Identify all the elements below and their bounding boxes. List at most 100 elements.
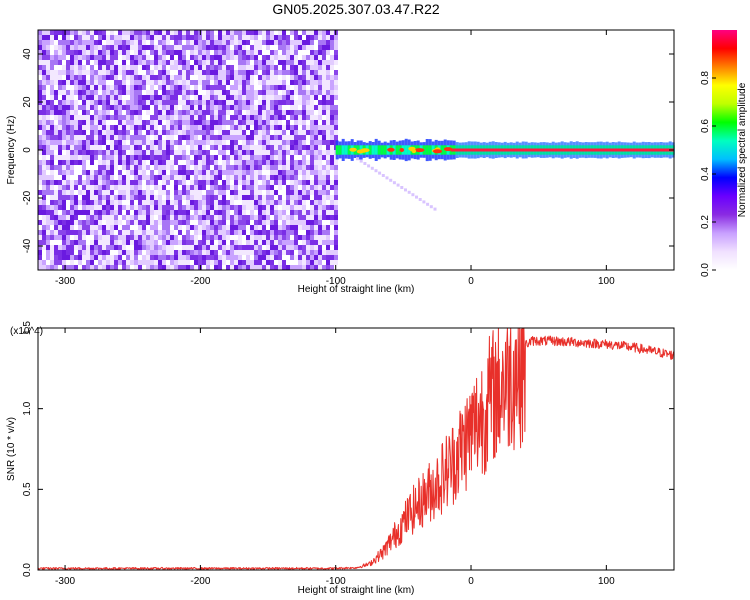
spectrogram-noise-cell <box>130 100 134 105</box>
spectrogram-noise-cell <box>226 235 230 240</box>
snr-x-tick-label: -100 <box>326 576 346 587</box>
spectrogram-noise-cell <box>202 125 206 130</box>
spectrogram-noise-cell <box>186 40 190 45</box>
spectrogram-noise-cell <box>258 195 262 200</box>
spectrogram-noise-cell <box>46 165 50 170</box>
spectrogram-noise-cell <box>278 120 282 125</box>
spectrogram-noise-cell <box>174 95 178 100</box>
spectrogram-noise-cell <box>38 30 42 35</box>
spectrogram-noise-cell <box>154 145 158 150</box>
spectrogram-noise-cell <box>74 215 78 220</box>
spectrogram-noise-cell <box>290 135 294 140</box>
spectrogram-noise-cell <box>66 240 70 245</box>
spectrogram-noise-cell <box>54 45 58 50</box>
spectrogram-noise-cell <box>306 30 310 35</box>
spectrogram-noise-cell <box>294 115 298 120</box>
spectrogram-noise-cell <box>306 105 310 110</box>
spectrogram-noise-cell <box>182 100 186 105</box>
spectrogram-noise-cell <box>302 155 306 160</box>
spectrogram-noise-cell <box>234 110 238 115</box>
spectrogram-noise-cell <box>170 50 174 55</box>
spectrogram-noise-cell <box>118 135 122 140</box>
spectrogram-noise-cell <box>150 230 154 235</box>
spectrogram-noise-cell <box>82 45 86 50</box>
spectrogram-noise-cell <box>110 165 114 170</box>
spectrogram-noise-cell <box>130 55 134 60</box>
spectrogram-noise-cell <box>334 70 338 75</box>
spectrogram-noise-cell <box>134 140 138 145</box>
spectrogram-noise-cell <box>246 155 250 160</box>
spectrogram-noise-cell <box>130 40 134 45</box>
spectrogram-noise-cell <box>154 105 158 110</box>
spectrogram-noise-cell <box>154 250 158 255</box>
spectrogram-noise-cell <box>98 60 102 65</box>
spectrogram-noise-cell <box>310 125 314 130</box>
spectrogram-noise-cell <box>302 105 306 110</box>
spectrogram-noise-cell <box>222 105 226 110</box>
spectrogram-noise-cell <box>334 125 338 130</box>
spectrogram-noise-cell <box>314 165 318 170</box>
spectrogram-noise-cell <box>94 250 98 255</box>
spectrogram-noise-cell <box>94 40 98 45</box>
spectrogram-noise-cell <box>294 140 298 145</box>
spectrogram-noise-cell <box>102 115 106 120</box>
spectrogram-noise-cell <box>314 135 318 140</box>
spectrogram-noise-cell <box>130 105 134 110</box>
spectrogram-x-tick-label: -200 <box>190 276 210 287</box>
spectrogram-noise-cell <box>230 195 234 200</box>
spectrogram-noise-cell <box>174 205 178 210</box>
spectrogram-noise-cell <box>238 130 242 135</box>
spectrogram-noise-cell <box>166 245 170 250</box>
spectrogram-tail-cell <box>370 166 374 170</box>
spectrogram-noise-cell <box>114 200 118 205</box>
spectrogram-noise-cell <box>38 190 42 195</box>
spectrogram-noise-cell <box>54 30 58 35</box>
spectrogram-noise-cell <box>42 50 46 55</box>
spectrogram-noise-cell <box>158 185 162 190</box>
spectrogram-noise-cell <box>78 260 82 265</box>
spectrogram-noise-cell <box>158 260 162 265</box>
spectrogram-noise-cell <box>66 140 70 145</box>
spectrogram-noise-cell <box>178 110 182 115</box>
spectrogram-noise-cell <box>306 90 310 95</box>
spectrogram-noise-cell <box>194 265 198 270</box>
spectrogram-noise-cell <box>202 80 206 85</box>
spectrogram-noise-cell <box>66 175 70 180</box>
spectrogram-noise-cell <box>290 220 294 225</box>
spectrogram-noise-cell <box>50 140 54 145</box>
spectrogram-noise-cell <box>158 95 162 100</box>
spectrogram-noise-cell <box>94 30 98 35</box>
spectrogram-noise-cell <box>154 220 158 225</box>
spectrogram-noise-cell <box>202 155 206 160</box>
spectrogram-noise-cell <box>210 205 214 210</box>
spectrogram-noise-cell <box>270 260 274 265</box>
spectrogram-noise-cell <box>62 165 66 170</box>
spectrogram-noise-cell <box>90 170 94 175</box>
spectrogram-noise-cell <box>162 250 166 255</box>
spectrogram-noise-cell <box>70 200 74 205</box>
spectrogram-noise-cell <box>246 240 250 245</box>
spectrogram-noise-cell <box>146 125 150 130</box>
spectrogram-noise-cell <box>178 55 182 60</box>
spectrogram-noise-cell <box>294 170 298 175</box>
spectrogram-noise-cell <box>122 40 126 45</box>
spectrogram-noise-cell <box>38 230 42 235</box>
spectrogram-noise-cell <box>126 45 130 50</box>
spectrogram-noise-cell <box>102 245 106 250</box>
spectrogram-noise-cell <box>174 80 178 85</box>
spectrogram-noise-cell <box>238 260 242 265</box>
spectrogram-noise-cell <box>102 130 106 135</box>
spectrogram-noise-cell <box>62 210 66 215</box>
spectrogram-noise-cell <box>266 175 270 180</box>
spectrogram-noise-cell <box>86 190 90 195</box>
spectrogram-noise-cell <box>250 145 254 150</box>
spectrogram-noise-cell <box>290 250 294 255</box>
spectrogram-noise-cell <box>258 165 262 170</box>
spectrogram-noise-cell <box>154 80 158 85</box>
spectrogram-noise-cell <box>334 75 338 80</box>
spectrogram-noise-cell <box>294 265 298 270</box>
spectrogram-noise-cell <box>318 70 322 75</box>
spectrogram-noise-cell <box>242 50 246 55</box>
spectrogram-noise-cell <box>270 160 274 165</box>
